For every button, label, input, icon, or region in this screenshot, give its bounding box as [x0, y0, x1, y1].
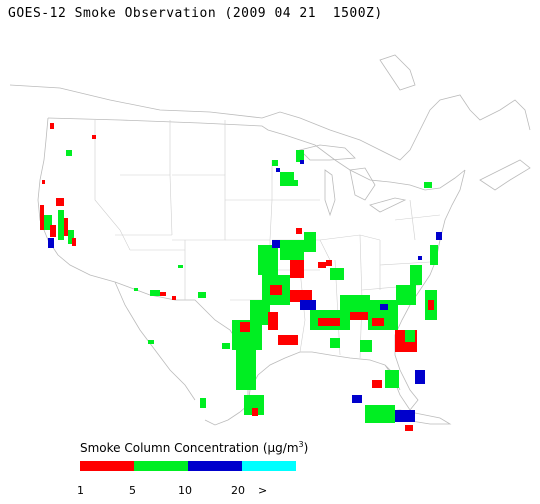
legend-tick-greater: > [258, 484, 268, 497]
smoke-cluster-southwest [134, 265, 206, 344]
hudson-coast [379, 54, 416, 91]
smoke-observations [40, 123, 442, 431]
legend-tick-10: 10 [178, 484, 192, 497]
lake-superior [299, 144, 356, 161]
smoke-cluster-southeast [300, 232, 442, 431]
us-canada-border [47, 117, 466, 191]
gulf-coast [239, 351, 386, 413]
legend-tick-1: 1 [77, 484, 84, 497]
west-coast [37, 117, 116, 283]
legend-bar-5-10 [134, 461, 188, 471]
smoke-cluster-west [40, 123, 96, 248]
legend-bar-20-plus [242, 461, 296, 471]
lake-huron [349, 167, 376, 201]
smoke-cluster-central [200, 228, 344, 416]
legend-title-prefix: Smoke Column Concentration ( [80, 441, 268, 455]
legend-unit: μg/m [267, 441, 299, 455]
legend-tick-20: 20 [231, 484, 245, 497]
nova-scotia [479, 159, 531, 191]
legend-title: Smoke Column Concentration (μg/m3) [80, 440, 308, 455]
legend-bar-10-20 [188, 461, 242, 471]
baja-coast [114, 281, 196, 401]
us-smoke-map [9, 54, 531, 431]
legend-title-suffix: ) [303, 441, 309, 455]
legend-bar-1-5 [80, 461, 134, 471]
mexico-gulf [204, 411, 241, 426]
legend-tick-5: 5 [129, 484, 136, 497]
lake-michigan [324, 169, 336, 217]
map-title: GOES-12 Smoke Observation (2009 04 21 15… [8, 6, 383, 21]
smoke-cluster-north [272, 150, 432, 188]
lake-erie [369, 197, 407, 213]
legend-unit-exp: 3 [298, 440, 304, 449]
canada-coastline [9, 84, 531, 161]
